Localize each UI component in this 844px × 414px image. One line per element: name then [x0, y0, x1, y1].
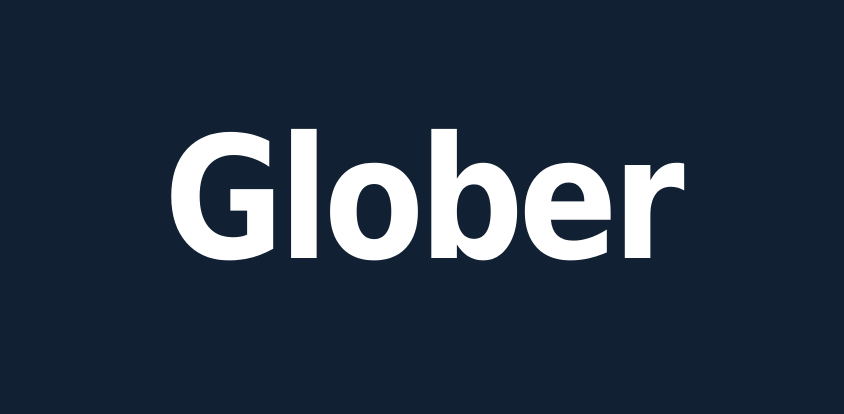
brand-wordmark: Glober [164, 101, 685, 299]
